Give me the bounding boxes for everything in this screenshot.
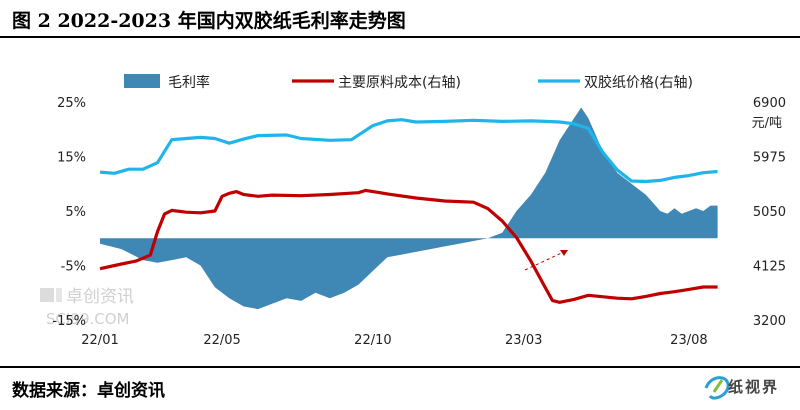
- x-tick-label: 22/05: [203, 333, 240, 348]
- legend-label-cost: 主要原料成本(右轴): [338, 75, 461, 91]
- series-line-price: [99, 118, 718, 184]
- legend-label-margin: 毛利率: [168, 74, 210, 91]
- watermark-logo-icon: [56, 288, 62, 302]
- annotation-arrow-head: [560, 250, 568, 256]
- left-tick-label: 5%: [65, 205, 86, 220]
- x-tick-label: 23/08: [670, 333, 707, 348]
- right-tick-label: 4125: [753, 260, 786, 275]
- annotation-arrow: [524, 249, 569, 271]
- x-tick-label: 23/03: [505, 333, 542, 348]
- paper-logo-icon: [704, 376, 730, 400]
- legend-swatch-margin: [124, 74, 160, 88]
- chart-title: 图 2 2022-2023 年国内双胶纸毛利率走势图: [12, 10, 406, 32]
- watermark-name: 卓创资讯: [66, 287, 134, 307]
- right-tick-label: 5975: [753, 151, 786, 166]
- right-tick-label: 5050: [753, 205, 786, 220]
- legend-label-price: 双胶纸价格(右轴): [584, 74, 693, 91]
- series-line-cost: [99, 188, 718, 304]
- x-tick-label: 22/01: [81, 333, 118, 348]
- footer-logo-text: 纸视界: [728, 378, 780, 396]
- watermark-url: SCI99.COM: [46, 310, 130, 328]
- data-source: 数据来源：卓创资讯: [12, 381, 165, 401]
- title-bar: 图 2 2022-2023 年国内双胶纸毛利率走势图: [0, 0, 800, 38]
- left-tick-label: 25%: [57, 96, 86, 111]
- left-tick-label: -15%: [52, 314, 86, 329]
- left-tick-label: -5%: [61, 260, 86, 275]
- chart-area: 卓创资讯 SCI99.COM 25% 15% 5% -5% -15% 6900 5975 5050…: [40, 74, 786, 348]
- watermark-logo-icon: [40, 288, 54, 302]
- series-area-margin: [100, 107, 718, 310]
- footer-bar: 数据来源：卓创资讯 纸视界: [0, 366, 800, 410]
- right-tick-label: 3200: [753, 314, 786, 329]
- right-tick-label: 6900: [753, 96, 786, 111]
- left-tick-label: 15%: [57, 151, 86, 166]
- right-axis-unit: 元/吨: [752, 116, 782, 131]
- x-tick-label: 22/10: [354, 333, 391, 348]
